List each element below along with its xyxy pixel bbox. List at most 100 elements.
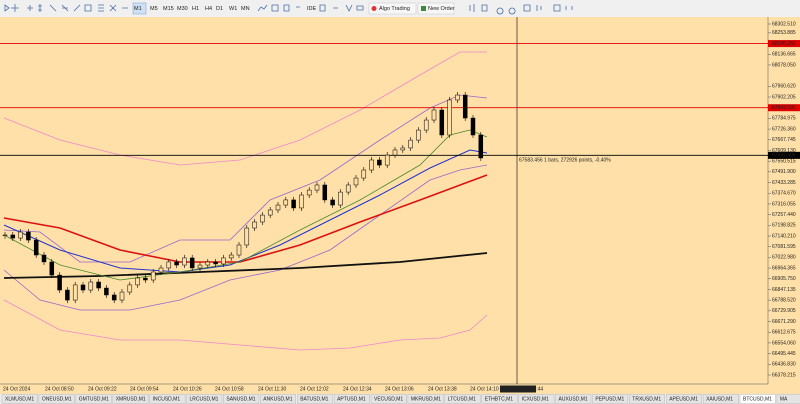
candle xyxy=(306,189,312,196)
price-level-label: 67843.590 xyxy=(772,105,796,111)
tab-label[interactable]: ETHBTC,M1 xyxy=(485,397,514,403)
tab-label[interactable]: PEPUSD,M1 xyxy=(595,397,624,403)
algo-label[interactable]: Algo Trading xyxy=(379,6,410,12)
candle xyxy=(392,149,398,156)
candle xyxy=(384,154,390,166)
candle xyxy=(80,284,86,291)
tab-label[interactable]: ONEUSD,M1 xyxy=(42,397,72,403)
tab-label[interactable]: VECUSD,M1 xyxy=(374,397,403,403)
price-label: 66905.750 xyxy=(772,276,796,282)
price-level-label: 68195.260 xyxy=(772,41,796,47)
price-label: 67902.205 xyxy=(772,94,796,100)
candle xyxy=(244,227,250,246)
candle xyxy=(299,194,304,209)
time-label: 24 Oct 10:58 xyxy=(215,386,244,392)
tab-label[interactable]: GMTUSD,M1 xyxy=(79,397,109,403)
candle xyxy=(18,231,23,239)
candle xyxy=(150,271,156,281)
candle xyxy=(291,199,296,209)
time-label: 24 Oct 13:06 xyxy=(385,386,414,392)
tab-label[interactable]: APTUSD,M1 xyxy=(337,397,366,403)
tab-label[interactable]: TRXUSD,M1 xyxy=(632,397,661,403)
price-label: 67140.210 xyxy=(772,233,796,239)
tab-label[interactable]: ICXUSD,M1 xyxy=(522,397,549,403)
tab-label[interactable]: APEUSD,M1 xyxy=(669,397,698,403)
time-label: 24 Oct 12:02 xyxy=(300,386,329,392)
tab-label[interactable]: LRCUSD,M1 xyxy=(190,397,219,403)
tab-label[interactable]: XMRUSD,M1 xyxy=(116,397,146,403)
candle xyxy=(423,119,429,131)
algo-icon xyxy=(371,6,377,11)
tab-label[interactable]: INCUSD,M1 xyxy=(153,397,181,403)
price-label: 66436.830 xyxy=(772,362,796,368)
candle xyxy=(455,94,460,101)
candle xyxy=(65,289,70,301)
price-label: 66495.445 xyxy=(772,351,796,357)
price-label: 68302.510 xyxy=(772,21,796,27)
timeframe-button[interactable]: M30 xyxy=(177,6,188,12)
candle xyxy=(275,204,281,211)
tab-label[interactable]: SANUSD,M1 xyxy=(226,397,255,403)
tab-label[interactable]: BATUSD,M1 xyxy=(300,397,328,403)
candle xyxy=(10,234,16,239)
tab-label[interactable]: MA xyxy=(780,397,788,403)
candle xyxy=(252,221,257,229)
timeframe-button[interactable]: W1 xyxy=(229,6,237,12)
price-label: 67960.620 xyxy=(772,84,796,90)
tab-label[interactable]: MKRUSD,M1 xyxy=(411,397,441,403)
time-label: 24 Oct 14:10 xyxy=(470,386,499,392)
tab-label[interactable]: BTCUSD,M1 xyxy=(743,397,772,403)
time-label: 24 Oct 12:34 xyxy=(343,386,372,392)
price-label: 66847.135 xyxy=(772,287,796,293)
candle xyxy=(431,109,437,121)
candle xyxy=(41,254,47,263)
ide-button[interactable]: IDE xyxy=(307,6,317,12)
active-timeframe[interactable] xyxy=(132,2,147,15)
timeframe-button[interactable]: D1 xyxy=(216,6,223,12)
price-label: 67609.130 xyxy=(772,148,796,154)
candle xyxy=(205,261,211,266)
candle xyxy=(96,281,101,289)
price-label: 67726.360 xyxy=(772,126,796,132)
candle xyxy=(174,261,179,266)
price-label: 68136.665 xyxy=(772,52,796,58)
candle xyxy=(166,261,172,269)
price-label: 68078.050 xyxy=(772,62,796,68)
candle xyxy=(361,169,367,179)
candle xyxy=(345,184,351,193)
candle xyxy=(447,99,452,136)
tab-label[interactable]: XAIUSD,M1 xyxy=(706,397,733,403)
timeframe-button[interactable]: H1 xyxy=(192,6,199,12)
tab-label[interactable]: AUXUSD,M1 xyxy=(559,397,588,403)
time-label: 24 Oct 08:50 xyxy=(45,386,74,392)
timeframe-button[interactable]: H4 xyxy=(205,6,212,12)
candle xyxy=(369,159,374,171)
candle xyxy=(143,277,148,281)
candle xyxy=(338,191,343,206)
candle xyxy=(119,291,125,301)
price-label: 66671.290 xyxy=(772,319,796,325)
candle xyxy=(353,177,359,186)
timeframe-button[interactable]: MN xyxy=(241,6,250,12)
tab-label[interactable]: ANKUSD,M1 xyxy=(263,397,292,403)
price-label: 67491.900 xyxy=(772,169,796,175)
tab-label[interactable]: XLMUSD,M1 xyxy=(5,397,34,403)
candle xyxy=(104,287,109,296)
price-label: 67198.825 xyxy=(772,223,796,229)
time-label: 24 Oct 2024 xyxy=(3,386,30,392)
crosshair-info: 67583.456 1 bars, 272926 points, -0.40% xyxy=(519,157,611,163)
timeframe-button[interactable]: M1 xyxy=(134,6,142,12)
price-label: 68253.885 xyxy=(772,30,796,36)
time-label: 24 Oct 09:22 xyxy=(88,386,117,392)
algo-button[interactable] xyxy=(368,2,417,15)
candle xyxy=(377,159,382,166)
price-label: 67316.055 xyxy=(772,201,796,207)
crosshair-time: 24 Oct 2024 14:44 xyxy=(502,386,543,392)
time-label: 24 Oct 11:30 xyxy=(258,386,286,392)
order-label[interactable]: New Order xyxy=(428,6,455,12)
timeframe-button[interactable]: M15 xyxy=(163,6,174,12)
tab-label[interactable]: LTCUSD,M1 xyxy=(448,397,476,403)
timeframe-button[interactable]: M5 xyxy=(150,6,158,12)
order-button[interactable] xyxy=(417,2,455,15)
